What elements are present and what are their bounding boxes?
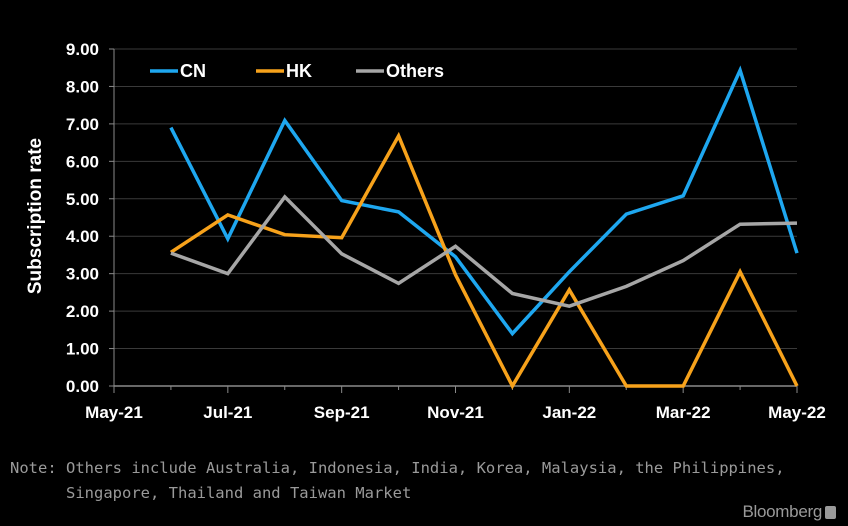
- bloomberg-terminal-icon: [825, 505, 836, 519]
- x-tick-labels: May-21 Jul-21 Sep-21 Nov-21 Jan-22 Mar-22 May-…: [85, 403, 826, 422]
- y-tick-label: 6.00: [66, 152, 99, 171]
- y-tick-label: 3.00: [66, 265, 99, 284]
- chart-note: Note: Others include Australia, Indonesi…: [10, 456, 810, 506]
- series-line-cn: [169, 65, 799, 337]
- y-tick-label: 7.00: [66, 115, 99, 134]
- legend-label-cn: CN: [180, 61, 206, 81]
- y-tick-label: 2.00: [66, 302, 99, 321]
- source-credit: Bloomberg: [742, 502, 836, 522]
- y-tick-label: 5.00: [66, 190, 99, 209]
- x-tick-label: May-21: [85, 403, 143, 422]
- legend: CN HK Others: [150, 61, 444, 81]
- axes: [109, 48, 798, 393]
- legend-label-hk: HK: [286, 61, 312, 81]
- gridlines: [114, 48, 797, 350]
- source-label: Bloomberg: [742, 502, 822, 521]
- note-line-1: Note: Others include Australia, Indonesi…: [10, 459, 785, 477]
- y-tick-label: 9.00: [66, 40, 99, 59]
- x-tick-label: Sep-21: [314, 403, 370, 422]
- x-tick-label: May-22: [768, 403, 826, 422]
- legend-label-others: Others: [386, 61, 444, 81]
- y-tick-label: 4.00: [66, 227, 99, 246]
- series-line-others: [170, 194, 798, 309]
- series-line-hk: [169, 131, 799, 390]
- note-line-2: Singapore, Thailand and Taiwan Market: [66, 484, 412, 502]
- subscription-rate-chart: 0.00 1.00 2.00 3.00 4.00 5.00 6.00 7.00 8.00 9.00…: [25, 40, 826, 422]
- y-tick-label: 0.00: [66, 377, 99, 396]
- x-tick-label: Mar-22: [656, 403, 711, 422]
- x-tick-label: Jan-22: [542, 403, 596, 422]
- y-tick-labels: 0.00 1.00 2.00 3.00 4.00 5.00 6.00 7.00 8.00 9.00: [66, 40, 99, 396]
- x-tick-label: Jul-21: [203, 403, 252, 422]
- series-lines: [169, 65, 799, 390]
- y-tick-label: 8.00: [66, 77, 99, 96]
- x-tick-label: Nov-21: [427, 403, 484, 422]
- y-axis-title: Subscription rate: [25, 138, 46, 294]
- y-tick-label: 1.00: [66, 340, 99, 359]
